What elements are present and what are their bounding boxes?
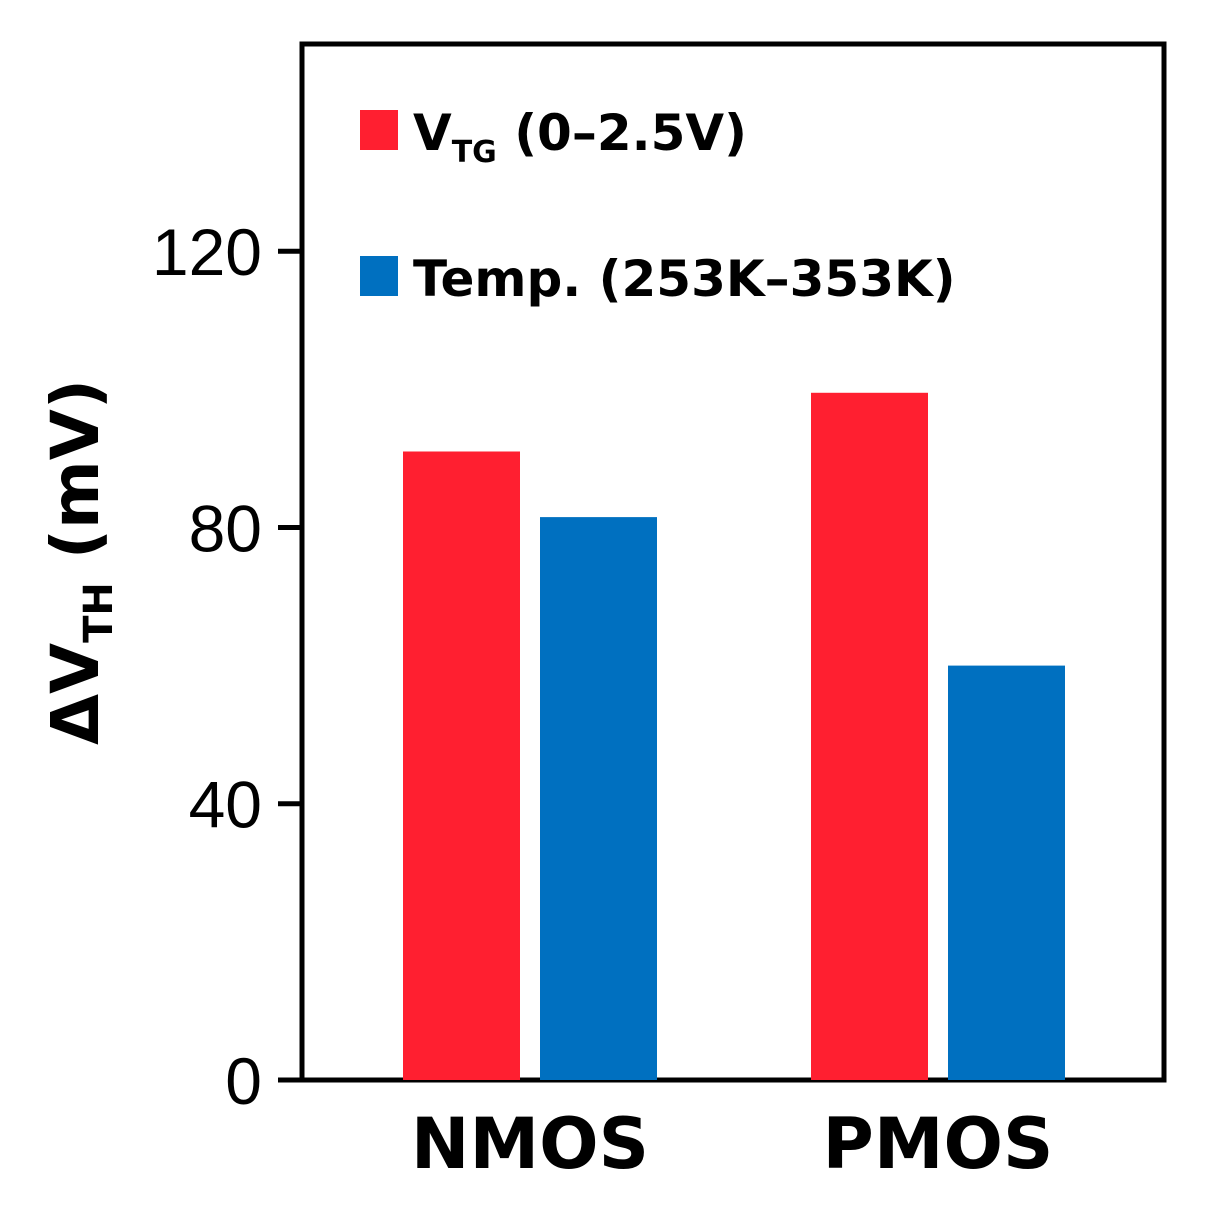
y-axis-title-suffix: (mV) xyxy=(37,379,114,582)
y-tick-label-40: 40 xyxy=(189,768,262,842)
bar-nmos-series-0 xyxy=(403,451,520,1080)
y-tick-label-120: 120 xyxy=(152,215,262,289)
legend-label-vtg-main: V xyxy=(413,104,452,162)
bar-pmos-series-1 xyxy=(948,665,1065,1080)
y-tick-label-80: 80 xyxy=(189,491,262,565)
bar-pmos-series-0 xyxy=(811,392,928,1081)
legend: VTG (0–2.5V) Temp. (253K–353K) xyxy=(360,104,956,308)
legend-label-temp: Temp. (253K–353K) xyxy=(413,250,956,308)
y-axis-ticks: 0 40 80 120 xyxy=(152,215,302,1118)
y-tick-label-0: 0 xyxy=(225,1044,262,1118)
bars-group xyxy=(403,392,1065,1081)
x-axis-labels: NMOS PMOS xyxy=(411,1103,1054,1185)
legend-label-vtg-sub: TG xyxy=(452,135,497,170)
bar-nmos-series-1 xyxy=(540,517,657,1080)
legend-swatch-vtg xyxy=(360,110,398,150)
legend-label-vtg: VTG (0–2.5V) xyxy=(413,104,747,170)
y-axis-title-prefix: ΔV xyxy=(37,643,114,745)
y-axis-title: ΔVTH (mV) xyxy=(37,379,122,745)
y-axis-title-sub: TH xyxy=(76,582,122,643)
x-category-label-pmos: PMOS xyxy=(823,1103,1054,1185)
legend-swatch-temp xyxy=(360,256,398,296)
legend-label-vtg-rest: (0–2.5V) xyxy=(497,104,747,162)
plot-frame xyxy=(299,41,1167,1083)
x-category-label-nmos: NMOS xyxy=(411,1103,649,1185)
